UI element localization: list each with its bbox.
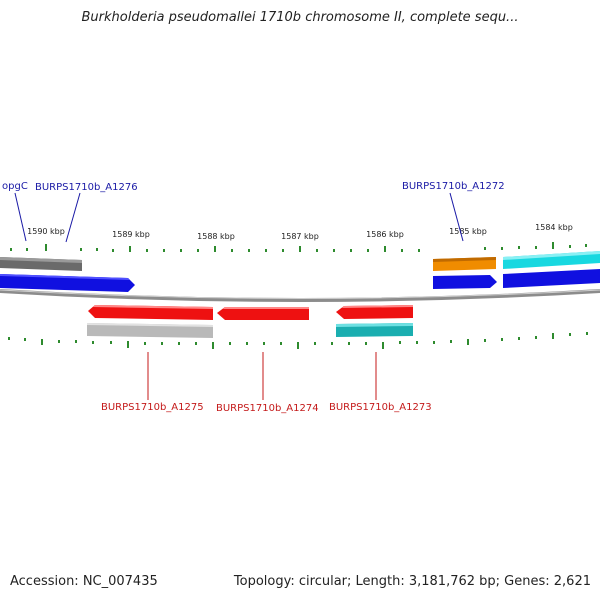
leader-lines: [14, 192, 464, 400]
gene-gray-light: [87, 323, 213, 338]
gene-track-red: [88, 305, 413, 320]
gene-blue-right: [503, 269, 600, 288]
gene-label-opgc[interactable]: opgC: [2, 181, 28, 192]
chromosome-backbone: [0, 289, 600, 302]
scale-label-1586: 1586 kbp: [366, 230, 404, 239]
map-title: Burkholderia pseudomallei 1710b chromoso…: [81, 10, 519, 25]
scale-label-1585: 1585 kbp: [449, 227, 487, 236]
gene-blue-mid: [433, 275, 497, 289]
gene-label-a1276[interactable]: BURPS1710b_A1276: [35, 182, 138, 193]
scale-label-1590: 1590 kbp: [27, 227, 65, 236]
scale-label-1589: 1589 kbp: [112, 230, 150, 239]
gene-label-a1272[interactable]: BURPS1710b_A1272: [402, 181, 505, 192]
gene-track-blue: [0, 269, 600, 292]
gene-label-a1273[interactable]: BURPS1710b_A1273: [329, 402, 432, 413]
inner-scale-ticks: [8, 332, 588, 349]
scale-label-1587: 1587 kbp: [281, 232, 319, 241]
gene-track-inner: [87, 323, 413, 338]
gene-track-outer: [0, 251, 600, 271]
outer-scale-ticks: [10, 242, 587, 252]
accession-text: Accession: NC_007435: [10, 574, 158, 589]
scale-label-1588: 1588 kbp: [197, 232, 235, 241]
summary-text: Topology: circular; Length: 3,181,762 bp…: [233, 574, 591, 589]
gene-red-a1273: [336, 305, 413, 319]
gene-red-a1274: [217, 307, 309, 320]
gene-red-a1275: [88, 305, 213, 320]
gene-label-a1274[interactable]: BURPS1710b_A1274: [216, 403, 319, 414]
scale-labels: 1590 kbp 1589 kbp 1588 kbp 1587 kbp 1586…: [27, 223, 573, 241]
gene-label-a1275[interactable]: BURPS1710b_A1275: [101, 402, 204, 413]
scale-label-1584: 1584 kbp: [535, 223, 573, 232]
